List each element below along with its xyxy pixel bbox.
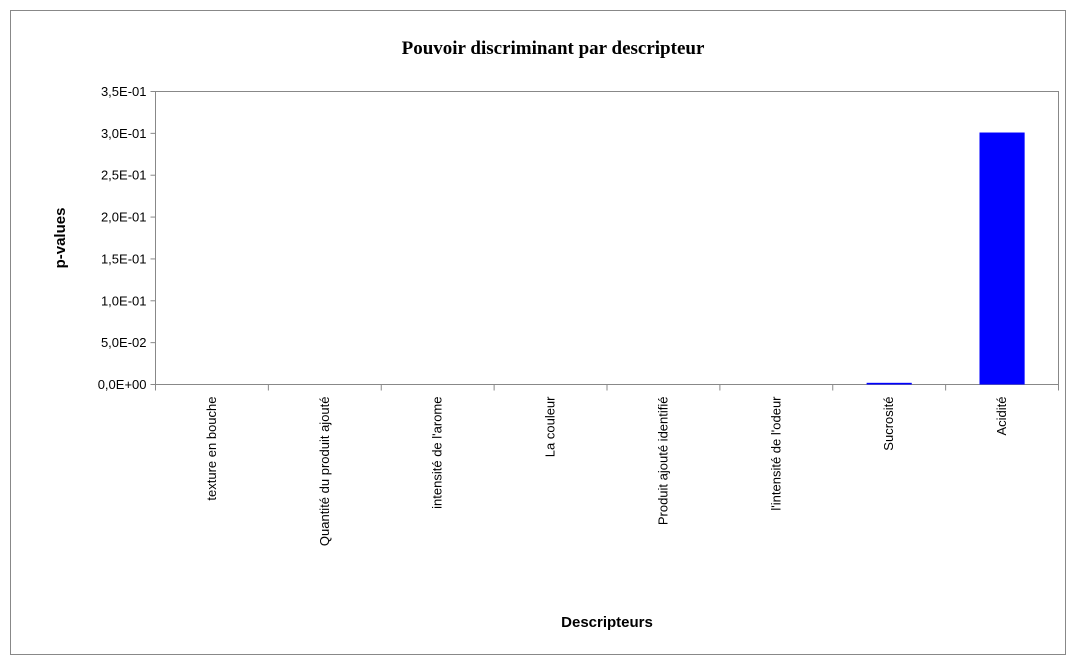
y-tick-label: 2,5E-01: [101, 168, 147, 183]
x-axis-label: Descripteurs: [561, 614, 653, 631]
y-tick-label: 3,5E-01: [101, 84, 147, 99]
x-tick-label: La couleur: [543, 396, 558, 457]
y-axis-label: p-values: [52, 208, 69, 269]
y-tick-label: 2,0E-01: [101, 210, 147, 225]
x-tick-label: texture en bouche: [204, 397, 219, 501]
y-tick-label: 0,0E+00: [98, 377, 147, 392]
x-tick-label: Produit ajouté identifié: [655, 397, 670, 526]
x-tick-label: intensité de l'arome: [430, 397, 445, 509]
bar: [979, 132, 1025, 385]
x-tick-label: Acidité: [994, 397, 1009, 436]
x-tick-label: Quantité du produit ajouté: [317, 397, 332, 547]
x-tick-label: l'intensité de l'odeur: [768, 396, 783, 511]
y-tick-label: 5,0E-02: [101, 335, 147, 350]
x-tick-label: Sucrosité: [881, 397, 896, 451]
y-tick-label: 3,0E-01: [101, 126, 147, 141]
y-tick-label: 1,5E-01: [101, 251, 147, 266]
bar: [866, 382, 912, 385]
chart-title: Pouvoir discriminant par descripteur: [402, 38, 705, 59]
y-tick-label: 1,0E-01: [101, 293, 147, 308]
chart-border: [10, 10, 1066, 655]
